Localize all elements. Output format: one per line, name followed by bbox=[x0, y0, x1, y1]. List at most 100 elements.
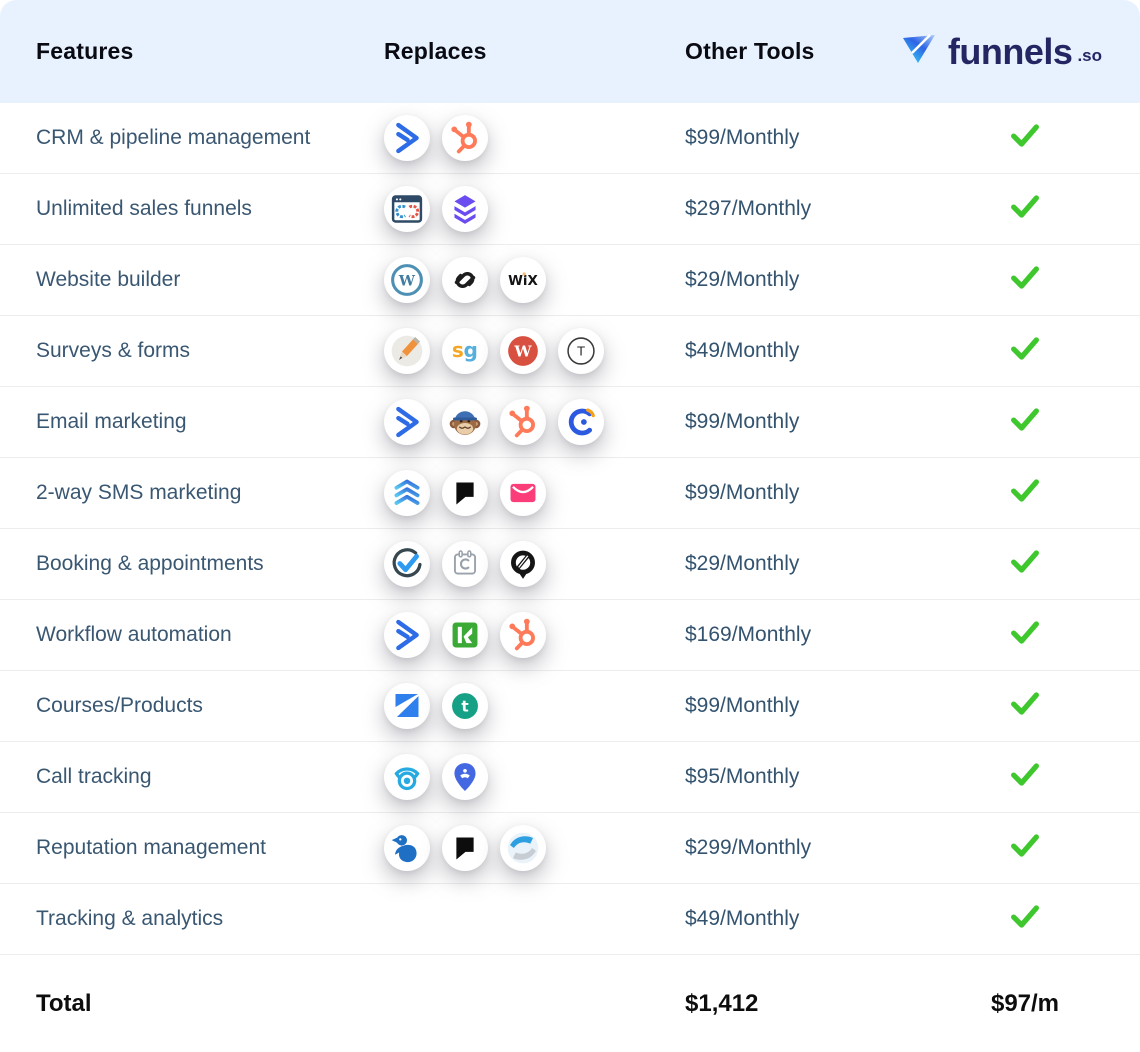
check-icon bbox=[1010, 549, 1040, 579]
activecampaign-icon bbox=[384, 115, 430, 161]
hubspot-icon bbox=[500, 612, 546, 658]
clickfunnels-icon bbox=[384, 186, 430, 232]
other-tools-price: $99/Monthly bbox=[656, 481, 910, 505]
kajabi-icon bbox=[384, 683, 430, 729]
table-row: Reputation management $299/Monthly bbox=[0, 813, 1140, 884]
calendly-icon bbox=[442, 541, 488, 587]
other-tools-price: $99/Monthly bbox=[656, 126, 910, 150]
feature-label: Unlimited sales funnels bbox=[0, 197, 384, 221]
comparison-table: Features Replaces Other Tools funnels .s… bbox=[0, 0, 1140, 1052]
wix-icon bbox=[500, 257, 546, 303]
typeform-icon bbox=[558, 328, 604, 374]
keap-icon bbox=[442, 612, 488, 658]
features-header: Features bbox=[0, 38, 384, 65]
replaces-icons bbox=[384, 825, 656, 871]
mailchimp-icon bbox=[442, 399, 488, 445]
check-icon bbox=[1010, 904, 1040, 934]
triple-chevron-icon bbox=[384, 470, 430, 516]
included-check bbox=[910, 620, 1140, 650]
table-body: CRM & pipeline management $99/Monthly Un… bbox=[0, 103, 1140, 955]
table-row: Call tracking $95/Monthly bbox=[0, 742, 1140, 813]
other-tools-price: $49/Monthly bbox=[656, 339, 910, 363]
replaces-icons bbox=[384, 399, 656, 445]
feature-label: Surveys & forms bbox=[0, 339, 384, 363]
total-row: Total $1,412 $97/m bbox=[0, 955, 1140, 1052]
squarespace-icon bbox=[442, 257, 488, 303]
included-check bbox=[910, 762, 1140, 792]
replaces-icons bbox=[384, 612, 656, 658]
table-row: Email marketing $99/Monthly bbox=[0, 387, 1140, 458]
other-tools-price: $49/Monthly bbox=[656, 907, 910, 931]
table-row: Website builder $29/Monthly bbox=[0, 245, 1140, 316]
brand-name: funnels bbox=[948, 31, 1073, 73]
feature-label: Call tracking bbox=[0, 765, 384, 789]
wordpress-icon bbox=[384, 257, 430, 303]
other-tools-price: $299/Monthly bbox=[656, 836, 910, 860]
other-tools-header: Other Tools bbox=[656, 38, 910, 65]
replaces-icons bbox=[384, 328, 656, 374]
replaces-icons bbox=[384, 754, 656, 800]
callrail-icon bbox=[384, 754, 430, 800]
feature-label: Tracking & analytics bbox=[0, 907, 384, 931]
check-icon bbox=[1010, 478, 1040, 508]
check-icon bbox=[1010, 691, 1040, 721]
feature-label: Reputation management bbox=[0, 836, 384, 860]
replaces-icons bbox=[384, 186, 656, 232]
brand-logo: funnels .so bbox=[910, 31, 1140, 73]
check-icon bbox=[1010, 762, 1040, 792]
hubspot-icon bbox=[442, 115, 488, 161]
check-icon bbox=[1010, 407, 1040, 437]
wufoo-icon bbox=[500, 328, 546, 374]
replaces-icons bbox=[384, 257, 656, 303]
table-row: Courses/Products $99/Monthly bbox=[0, 671, 1140, 742]
surveygizmo-icon bbox=[442, 328, 488, 374]
other-tools-price: $29/Monthly bbox=[656, 552, 910, 576]
feature-label: Website builder bbox=[0, 268, 384, 292]
included-check bbox=[910, 194, 1140, 224]
table-row: Booking & appointments $29/Monthly bbox=[0, 529, 1140, 600]
included-check bbox=[910, 336, 1140, 366]
check-icon bbox=[1010, 620, 1040, 650]
pink-envelope-icon bbox=[500, 470, 546, 516]
table-row: Unlimited sales funnels $297/Monthly bbox=[0, 174, 1140, 245]
setmore-icon bbox=[384, 541, 430, 587]
included-check bbox=[910, 833, 1140, 863]
replaces-icons bbox=[384, 470, 656, 516]
quote-bubble-icon bbox=[442, 825, 488, 871]
check-icon bbox=[1010, 265, 1040, 295]
table-row: Workflow automation $169/Monthly bbox=[0, 600, 1140, 671]
replaces-icons bbox=[384, 683, 656, 729]
birdeye-icon bbox=[384, 825, 430, 871]
other-tools-price: $169/Monthly bbox=[656, 623, 910, 647]
other-tools-price: $99/Monthly bbox=[656, 410, 910, 434]
included-check bbox=[910, 123, 1140, 153]
included-check bbox=[910, 478, 1140, 508]
brand-tld: .so bbox=[1077, 46, 1102, 66]
check-icon bbox=[1010, 336, 1040, 366]
other-tools-price: $99/Monthly bbox=[656, 694, 910, 718]
included-check bbox=[910, 691, 1140, 721]
table-header: Features Replaces Other Tools funnels .s… bbox=[0, 0, 1140, 103]
total-label: Total bbox=[0, 990, 384, 1018]
check-icon bbox=[1010, 194, 1040, 224]
acuity-icon bbox=[500, 541, 546, 587]
funnel-logo-icon bbox=[899, 31, 939, 72]
included-check bbox=[910, 549, 1140, 579]
table-row: Tracking & analytics $49/Monthly bbox=[0, 884, 1140, 955]
podium-icon bbox=[500, 825, 546, 871]
feature-label: Courses/Products bbox=[0, 694, 384, 718]
check-icon bbox=[1010, 123, 1040, 153]
feature-label: 2-way SMS marketing bbox=[0, 481, 384, 505]
feature-label: Booking & appointments bbox=[0, 552, 384, 576]
other-tools-total: $1,412 bbox=[656, 990, 910, 1018]
calltracking-pin-icon bbox=[442, 754, 488, 800]
other-tools-price: $95/Monthly bbox=[656, 765, 910, 789]
funnels-total-price: $97/m bbox=[910, 990, 1140, 1018]
feature-label: Email marketing bbox=[0, 410, 384, 434]
leadpages-icon bbox=[442, 186, 488, 232]
feature-label: Workflow automation bbox=[0, 623, 384, 647]
included-check bbox=[910, 407, 1140, 437]
table-row: 2-way SMS marketing $99/Monthly bbox=[0, 458, 1140, 529]
replaces-icons bbox=[384, 541, 656, 587]
other-tools-price: $297/Monthly bbox=[656, 197, 910, 221]
